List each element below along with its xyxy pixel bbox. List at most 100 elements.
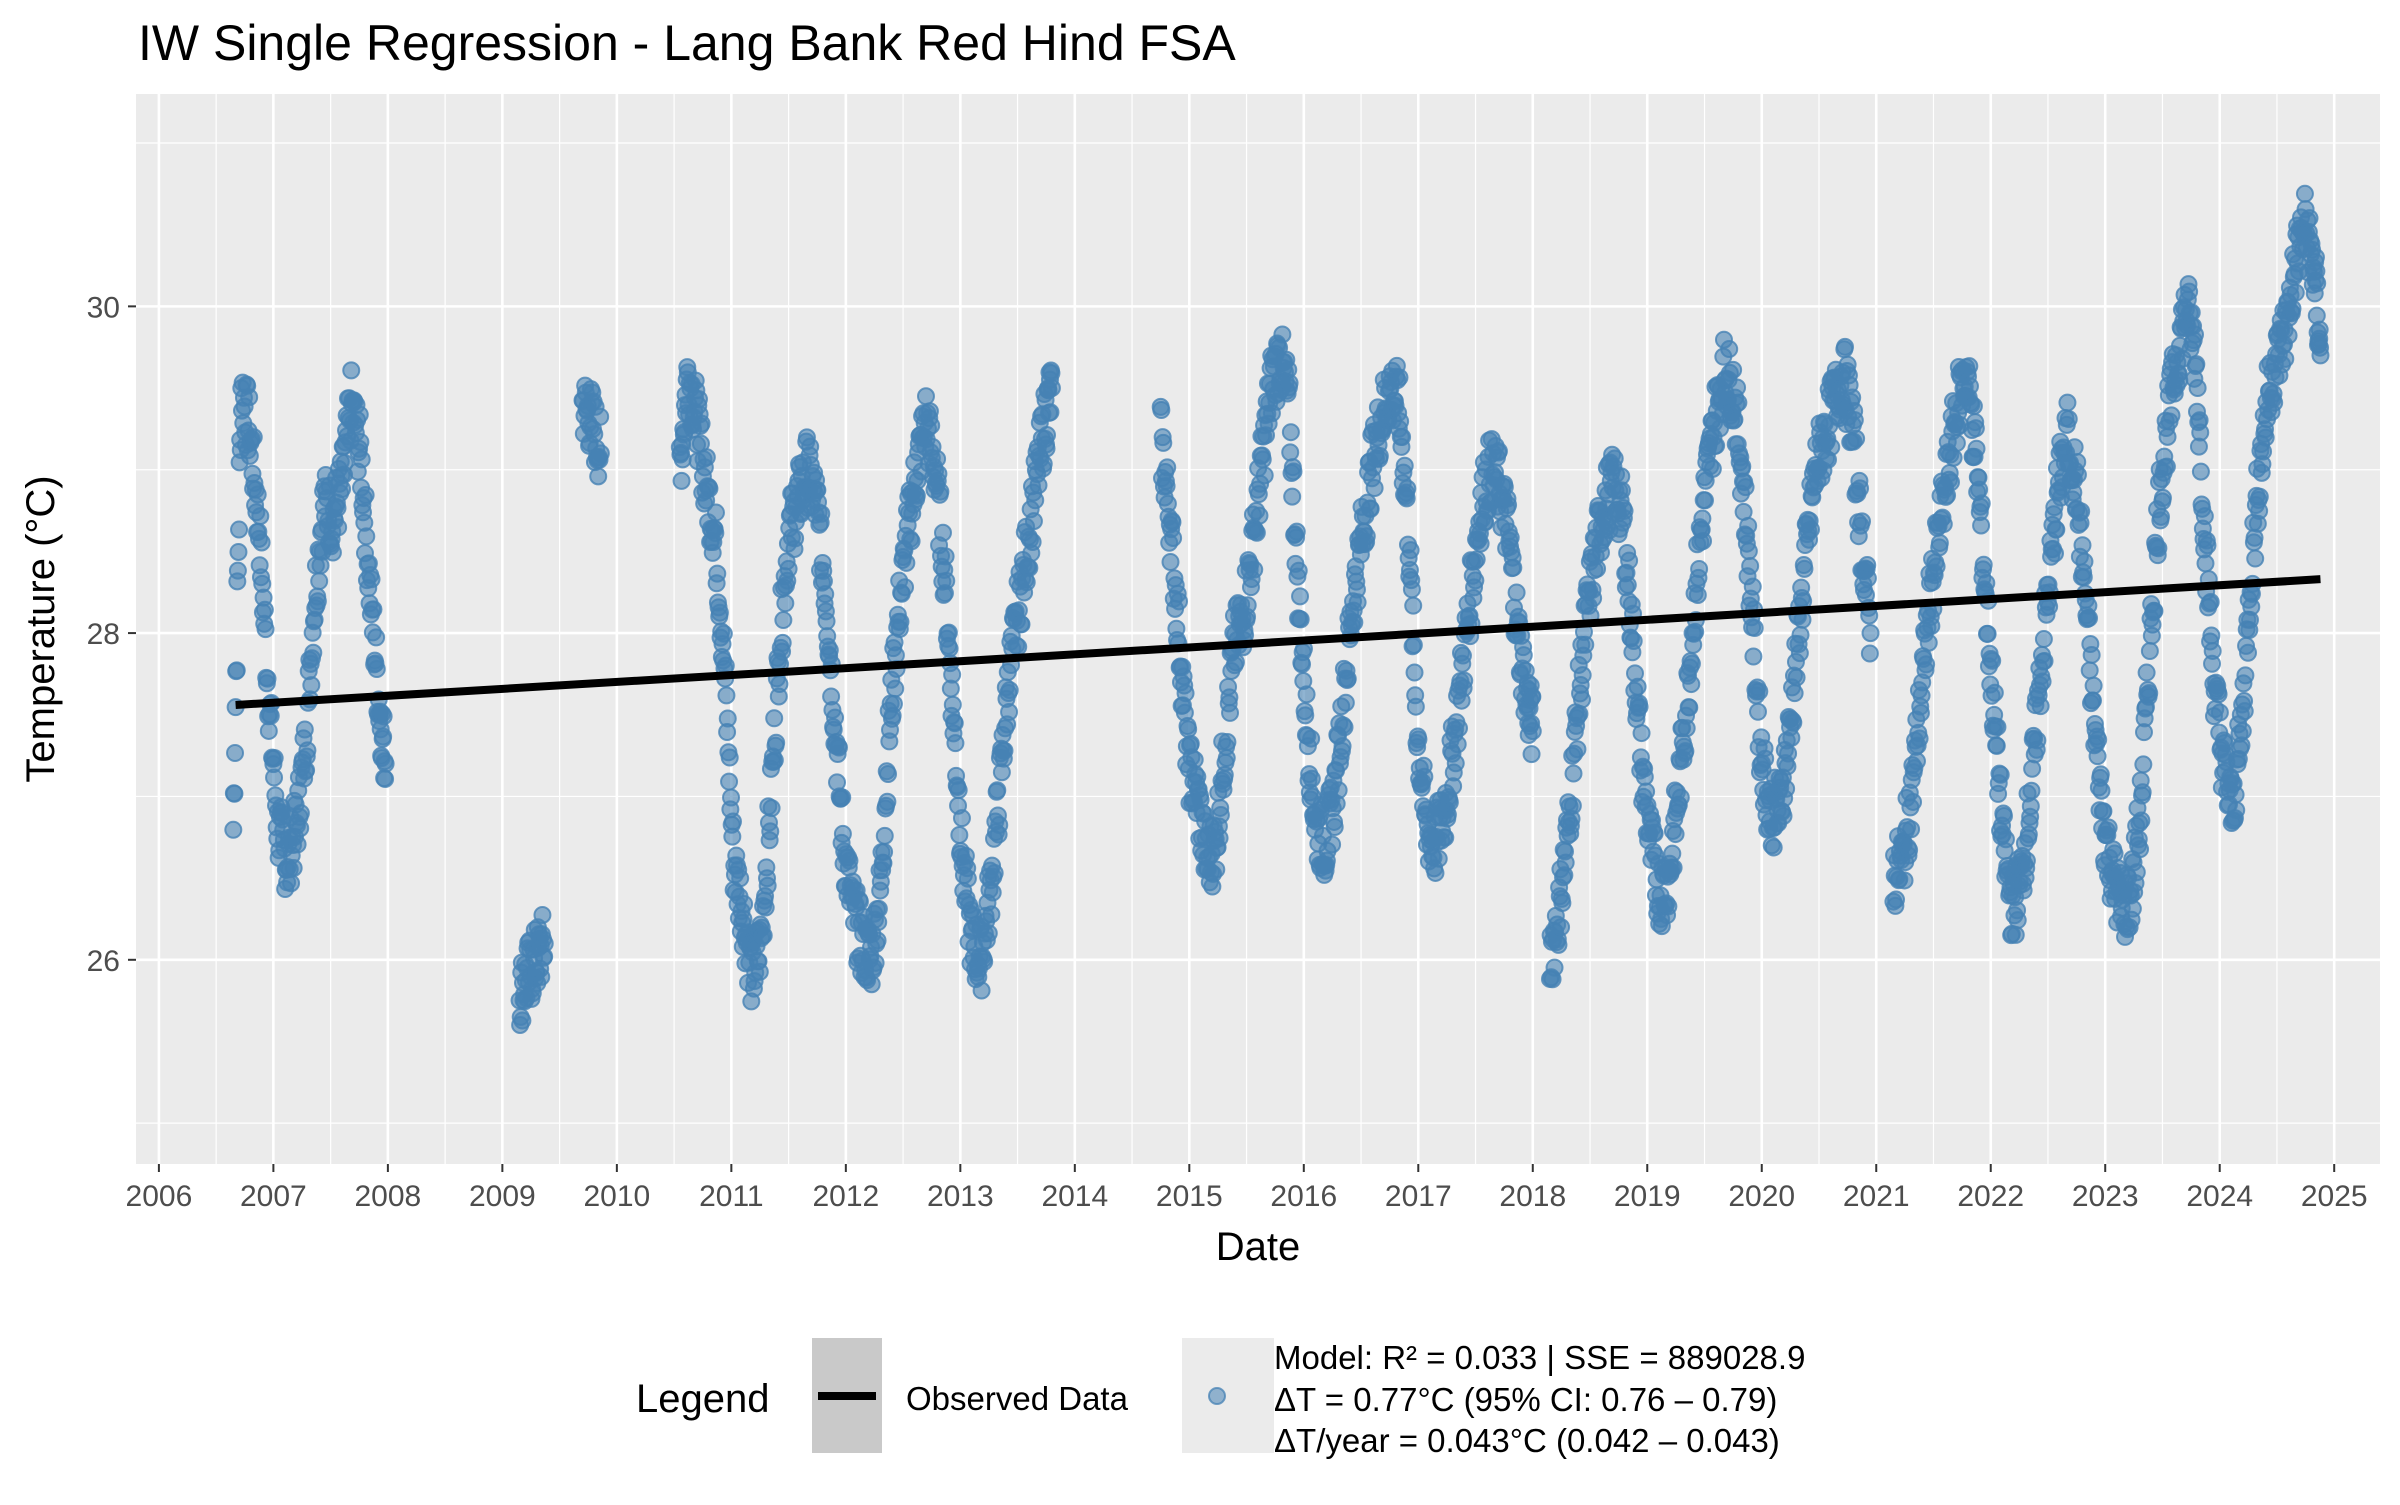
legend-title: Legend <box>636 1377 769 1421</box>
data-point <box>1446 754 1465 773</box>
data-point <box>2091 765 2110 784</box>
data-point <box>1785 684 1804 703</box>
data-point <box>1615 501 1634 520</box>
data-point <box>1370 446 1389 465</box>
data-point <box>2105 844 2124 863</box>
data-point <box>376 769 395 788</box>
data-point <box>1630 697 1649 716</box>
data-point <box>1947 434 1966 453</box>
data-point <box>1000 681 1019 700</box>
data-point <box>750 962 769 981</box>
data-point <box>2233 722 2252 741</box>
data-point <box>2201 593 2220 612</box>
data-point <box>817 612 836 631</box>
data-point <box>1664 858 1683 877</box>
data-point <box>697 448 716 467</box>
data-point <box>1553 894 1572 913</box>
data-point <box>2195 507 2214 526</box>
x-tick-label: 2019 <box>1614 1180 1681 1213</box>
data-point <box>2082 645 2101 664</box>
data-point <box>761 822 780 841</box>
data-point <box>1851 479 1870 498</box>
data-point <box>1739 542 1758 561</box>
data-point <box>2065 438 2084 457</box>
data-point <box>710 603 729 622</box>
data-point <box>1635 767 1654 786</box>
data-point <box>1972 494 1991 513</box>
data-point <box>786 529 805 548</box>
data-point <box>2202 626 2221 645</box>
x-tick-label: 2016 <box>1270 1180 1337 1213</box>
data-point <box>1677 719 1696 738</box>
data-point <box>2058 393 2077 412</box>
data-point <box>1801 520 1820 539</box>
data-point <box>1466 571 1485 590</box>
y-tick-label: 30 <box>87 291 120 324</box>
data-point <box>1725 410 1744 429</box>
data-point <box>1221 703 1240 722</box>
data-point <box>762 799 781 818</box>
data-point <box>1218 732 1237 751</box>
data-point <box>1284 462 1303 481</box>
data-point <box>2132 811 2151 830</box>
data-point <box>1659 897 1678 916</box>
data-point <box>1907 752 1926 771</box>
data-point <box>812 504 831 523</box>
data-point <box>1944 448 1963 467</box>
data-point <box>879 765 898 784</box>
data-point <box>972 981 991 1000</box>
data-point <box>1226 653 1245 672</box>
data-point <box>1739 516 1758 535</box>
data-point <box>1404 635 1423 654</box>
data-point <box>2080 661 2099 680</box>
data-point <box>591 407 610 426</box>
data-point <box>985 864 1004 883</box>
data-point <box>1281 423 1300 442</box>
legend-annotation-model: Model: R² = 0.033 | SSE = 889028.9 <box>1274 1339 1805 1376</box>
data-point <box>891 612 910 631</box>
data-point <box>2008 911 2027 930</box>
data-point <box>1023 532 1042 551</box>
data-point <box>2068 465 2087 484</box>
data-point <box>2140 684 2159 703</box>
data-point <box>706 503 725 522</box>
data-point <box>258 669 277 688</box>
data-point <box>351 432 370 451</box>
data-point <box>1682 654 1701 673</box>
data-point <box>1743 577 1762 596</box>
data-point <box>1302 729 1321 748</box>
data-point <box>2089 730 2108 749</box>
data-point <box>2226 785 2245 804</box>
data-point <box>717 686 736 705</box>
data-point <box>1694 532 1713 551</box>
data-point <box>2187 355 2206 374</box>
data-point <box>833 788 852 807</box>
data-point <box>1238 596 1257 615</box>
x-tick-label: 2025 <box>2301 1180 2368 1213</box>
data-point <box>2191 423 2210 442</box>
data-point <box>949 781 968 800</box>
data-point <box>1983 651 2002 670</box>
data-point <box>1291 587 1310 606</box>
data-point <box>1440 793 1459 812</box>
x-tick-label: 2009 <box>469 1180 536 1213</box>
data-point <box>720 772 739 791</box>
x-tick-label: 2024 <box>2186 1180 2253 1213</box>
data-point <box>840 851 859 870</box>
data-point <box>2162 406 2181 425</box>
data-point <box>1152 400 1171 419</box>
data-point <box>1934 515 1953 534</box>
data-point <box>229 542 248 561</box>
data-point <box>1917 655 1936 674</box>
data-point <box>1895 871 1914 890</box>
data-point <box>513 1011 532 1030</box>
data-point <box>1858 569 1877 588</box>
data-point <box>1556 853 1575 872</box>
data-point <box>1822 438 1841 457</box>
data-point <box>1345 613 1364 632</box>
data-point <box>1450 719 1469 738</box>
data-point <box>2186 325 2205 344</box>
data-point <box>1693 509 1712 528</box>
data-point <box>1333 737 1352 756</box>
